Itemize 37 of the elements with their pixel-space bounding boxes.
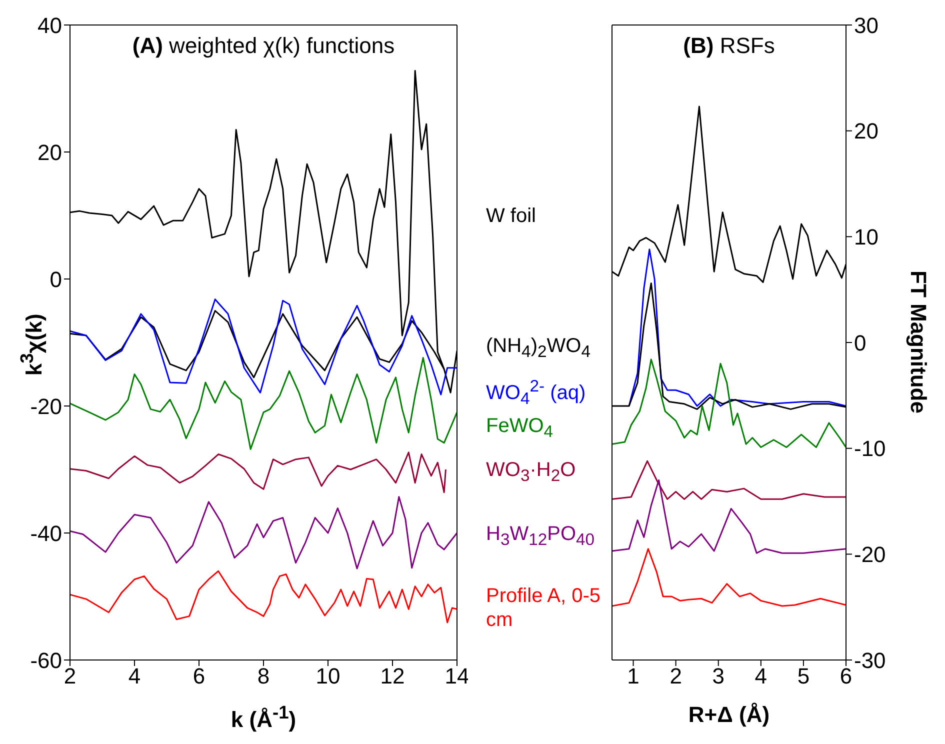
x-tick-label: 3: [712, 664, 724, 689]
x-axis-title: R+Δ (Å): [688, 702, 770, 727]
x-tick-label: 8: [257, 664, 270, 689]
series-label: FeWO$_{4}$: [486, 415, 554, 442]
y-tick-label: -30: [854, 648, 886, 673]
y-tick-label: -60: [30, 648, 62, 673]
y-tick-label: -40: [30, 520, 62, 546]
y-tick-label: 0: [854, 330, 866, 356]
y-tick-label: 0: [50, 266, 62, 292]
text: W foil: [486, 205, 536, 228]
series-label: (NH$_{4}$)$_{2}$WO$_{4}$: [486, 335, 590, 362]
x-tick-label: 4: [754, 664, 768, 689]
x-tick-label: 4: [128, 664, 141, 689]
x-tick-label: 10: [316, 664, 340, 689]
x-tick-label: 6: [840, 664, 852, 689]
y-tick-label: 40: [38, 12, 62, 38]
y-tick-label: 20: [38, 140, 62, 165]
series-label: Profile A, 0-5 cm: [486, 585, 601, 632]
y-tick-label: -10: [854, 436, 886, 462]
x-tick-label: 6: [192, 664, 206, 689]
chart-title: (B) RSFs: [683, 33, 775, 58]
chart-title: (A) weighted χ(k) functions: [132, 33, 395, 58]
y-tick-label: -20: [30, 394, 62, 419]
y-tick-label: 10: [854, 224, 878, 250]
series-label: WO$_{4}$$^{2-}$ (aq): [486, 376, 586, 408]
x-tick-label: 2: [670, 664, 682, 689]
x-tick-label: 2: [64, 664, 76, 689]
x-tick-label: 1: [627, 664, 640, 689]
y-tick-label: -20: [854, 542, 886, 567]
x-axis-title: k (Å$^{-1}$): [230, 702, 296, 732]
y-axis-title: FT Magnitude: [906, 270, 931, 413]
y-tick-label: 30: [854, 12, 878, 38]
text: WO$_{3}$·H$_{2}$O: [486, 458, 576, 485]
x-tick-label: 12: [380, 664, 405, 689]
series-label: H$_{3}$W$_{12}$PO$_{40}$: [486, 523, 595, 550]
y-tick-label: 20: [854, 118, 878, 144]
x-tick-label: 5: [797, 664, 810, 689]
